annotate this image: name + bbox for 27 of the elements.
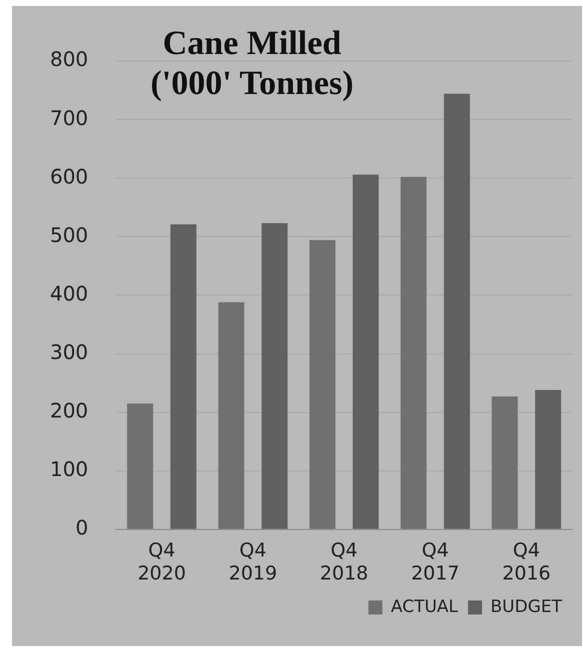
bar (170, 224, 196, 529)
bar (492, 396, 518, 529)
y-tick-label: 200 (50, 398, 88, 423)
legend-label: BUDGET (490, 596, 563, 617)
y-tick-label: 0 (75, 516, 88, 540)
y-tick-label: 400 (50, 281, 88, 306)
bar (127, 404, 154, 529)
bar (400, 176, 427, 529)
bar (218, 302, 244, 529)
x-tick-label: Q4 2016 (502, 540, 551, 585)
x-tick-label: Q4 2018 (320, 540, 368, 585)
y-tick-label: 700 (50, 106, 88, 130)
x-tick-label: Q4 2020 (138, 540, 186, 585)
bar (262, 223, 288, 529)
chart-title: Cane Milled ('000' Tonnes) (149, 24, 355, 104)
y-tick-label: 600 (50, 164, 88, 188)
y-tick-label: 100 (50, 457, 88, 482)
legend-label: ACTUAL (390, 596, 459, 617)
y-tick-label: 300 (50, 340, 88, 364)
bar (444, 94, 470, 529)
bar (535, 390, 562, 529)
bar (352, 174, 379, 529)
y-tick-label: 500 (50, 222, 88, 247)
x-tick-label: Q4 2017 (411, 540, 460, 585)
x-tick-label: Q4 2019 (228, 540, 278, 585)
y-tick-label: 800 (50, 47, 88, 72)
bar (309, 240, 336, 529)
